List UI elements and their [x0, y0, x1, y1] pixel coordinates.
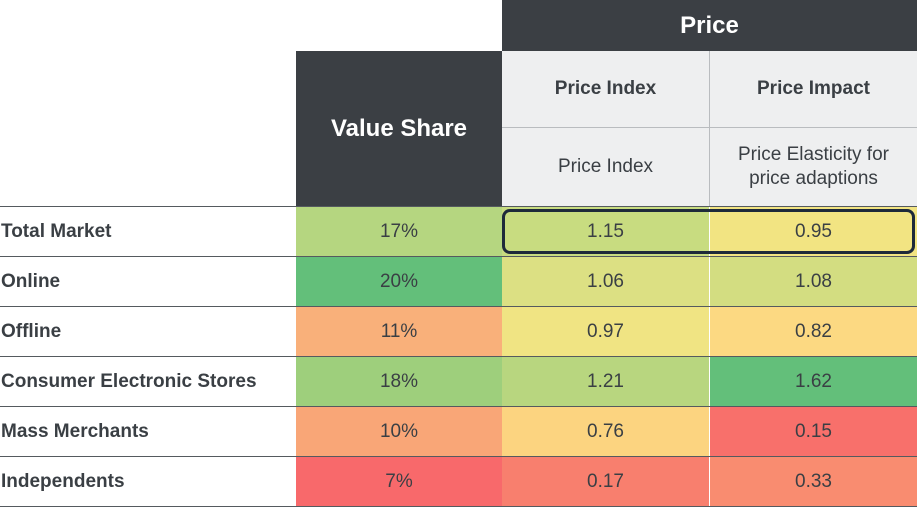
- price-index-sub-label: Price Index: [557, 156, 654, 177]
- price-index-cell: 0.97: [502, 307, 709, 356]
- row-label: Independents: [1, 470, 125, 492]
- price-impact-subheader: Price Elasticity for price adaptions: [710, 128, 917, 206]
- price-impact-cell: 0.82: [710, 307, 917, 356]
- row-separator: [0, 506, 917, 507]
- price-impact-sub-label: Price Elasticity for price adaptions: [738, 144, 889, 189]
- price-index-cell: 0.76: [502, 407, 709, 456]
- header-row-divider: [502, 127, 917, 128]
- row-separator: [0, 306, 917, 307]
- price-index-header: Price Index: [502, 51, 709, 127]
- price-group-label: Price: [680, 11, 739, 39]
- price-impact-cell: 0.15: [710, 407, 917, 456]
- value-share-cell: 11%: [296, 307, 502, 356]
- price-impact-label: Price Impact: [757, 78, 870, 99]
- value-share-cell: 10%: [296, 407, 502, 456]
- value-share-label: Value Share: [330, 114, 468, 142]
- row-label: Mass Merchants: [1, 420, 149, 442]
- row-label: Total Market: [1, 220, 112, 242]
- price-index-cell: 0.17: [502, 457, 709, 506]
- price-index-cell: 1.21: [502, 357, 709, 406]
- value-share-cell: 7%: [296, 457, 502, 506]
- price-impact-cell: 0.33: [710, 457, 917, 506]
- value-share-cell: 17%: [296, 207, 502, 256]
- price-impact-cell: 1.08: [710, 257, 917, 306]
- price-index-cell: 1.15: [502, 207, 709, 256]
- highlight-box: [502, 209, 915, 254]
- row-separator: [0, 206, 917, 207]
- row-label: Online: [1, 270, 61, 292]
- price-impact-cell: 1.62: [710, 357, 917, 406]
- value-share-cell: 20%: [296, 257, 502, 306]
- price-index-subheader: Price Index: [502, 128, 709, 206]
- price-impact-header: Price Impact: [710, 51, 917, 127]
- row-label: Consumer Electronic Stores: [1, 370, 257, 392]
- price-group-header: Price: [502, 0, 917, 51]
- row-label: Offline: [1, 320, 62, 342]
- value-share-cell: 18%: [296, 357, 502, 406]
- header-col-divider: [709, 51, 710, 206]
- row-separator: [0, 456, 917, 457]
- price-index-label: Price Index: [554, 78, 657, 99]
- row-separator: [0, 356, 917, 357]
- row-separator: [0, 256, 917, 257]
- price-impact-cell: 0.95: [710, 207, 917, 256]
- price-index-cell: 1.06: [502, 257, 709, 306]
- value-share-header: Value Share: [296, 51, 502, 206]
- row-separator: [0, 406, 917, 407]
